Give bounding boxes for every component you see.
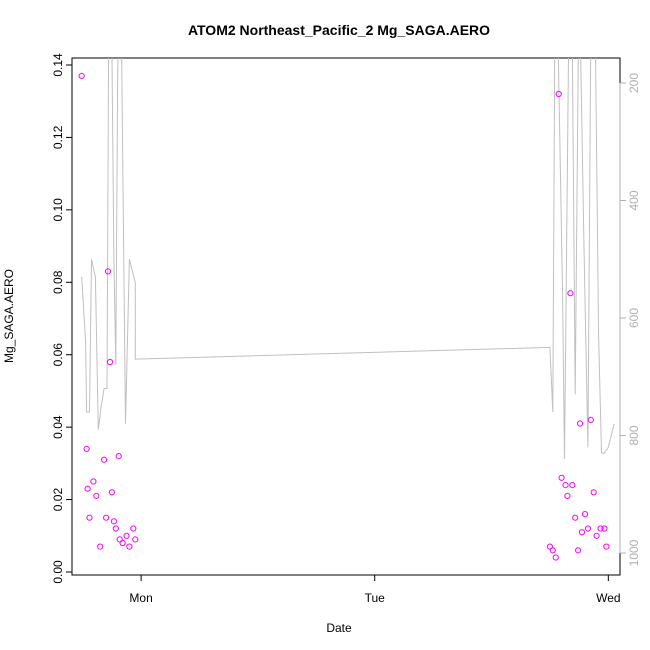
- y-tick-label: 0.10: [51, 198, 65, 222]
- data-point: [123, 532, 130, 539]
- y2-tick-label: 800: [627, 425, 641, 445]
- data-point: [567, 290, 574, 297]
- x-tick-label: Wed: [596, 591, 620, 605]
- data-point: [572, 514, 579, 521]
- y-axis-label: Mg_SAGA.AERO: [2, 269, 16, 363]
- data-point: [110, 518, 118, 525]
- y-tick-label: 0.14: [51, 53, 65, 77]
- y2-tick-label: 400: [627, 190, 641, 210]
- y-tick-label: 0.06: [51, 343, 65, 367]
- data-point: [597, 525, 604, 532]
- data-point: [90, 478, 97, 485]
- y2-tick-label: 200: [627, 73, 641, 93]
- data-point: [569, 482, 576, 489]
- data-point: [564, 492, 571, 499]
- data-point: [558, 474, 565, 481]
- chart-title: ATOM2 Northeast_Pacific_2 Mg_SAGA.AERO: [188, 22, 490, 38]
- data-point: [93, 492, 100, 499]
- data-point: [126, 543, 133, 550]
- data-point: [575, 547, 582, 554]
- data-point: [112, 525, 119, 532]
- data-point: [106, 358, 114, 366]
- y-tick-label: 0.12: [51, 125, 65, 149]
- y-tick-label: 0.04: [51, 415, 65, 439]
- data-point: [103, 514, 110, 521]
- y-axis-left: 0.00 0.02 0.04 0.06 0.08 0.10 0.12 0.14: [51, 53, 73, 584]
- data-point: [104, 268, 112, 275]
- x-axis: Mon Tue Wed: [129, 574, 621, 605]
- data-point: [555, 90, 562, 98]
- series-line: [81, 58, 615, 460]
- data-point: [119, 539, 126, 547]
- x-tick-label: Mon: [129, 591, 152, 605]
- data-point: [603, 543, 610, 550]
- data-point: [83, 445, 90, 452]
- data-point: [130, 525, 137, 532]
- series-points: [78, 72, 610, 561]
- data-point: [97, 543, 104, 550]
- data-point: [590, 489, 597, 496]
- x-tick-label: Tue: [365, 591, 386, 605]
- data-point: [562, 482, 569, 489]
- data-point: [86, 514, 93, 521]
- data-point: [601, 525, 608, 532]
- data-point: [584, 525, 592, 532]
- plot-area: [71, 57, 621, 576]
- data-point: [578, 529, 586, 536]
- data-point: [577, 420, 584, 427]
- data-point: [587, 416, 594, 423]
- y-tick-label: 0.08: [51, 270, 65, 294]
- y-axis-right: 200 400 600 800 1000: [619, 73, 641, 566]
- data-point: [132, 536, 139, 543]
- data-point: [108, 489, 116, 496]
- data-point: [581, 510, 589, 518]
- data-point: [101, 456, 108, 463]
- y-tick-label: 0.00: [51, 560, 65, 584]
- data-point: [546, 543, 554, 550]
- data-point: [116, 536, 123, 543]
- y-tick-label: 0.02: [51, 488, 65, 512]
- data-point: [115, 453, 122, 460]
- y2-tick-label: 1000: [627, 539, 641, 566]
- x-axis-label: Date: [326, 621, 352, 635]
- data-point: [593, 532, 600, 539]
- data-point: [549, 547, 556, 554]
- data-point: [552, 554, 559, 561]
- data-point: [84, 485, 91, 492]
- y2-tick-label: 600: [627, 308, 641, 328]
- pressure-line: [81, 58, 615, 460]
- data-point: [78, 72, 85, 80]
